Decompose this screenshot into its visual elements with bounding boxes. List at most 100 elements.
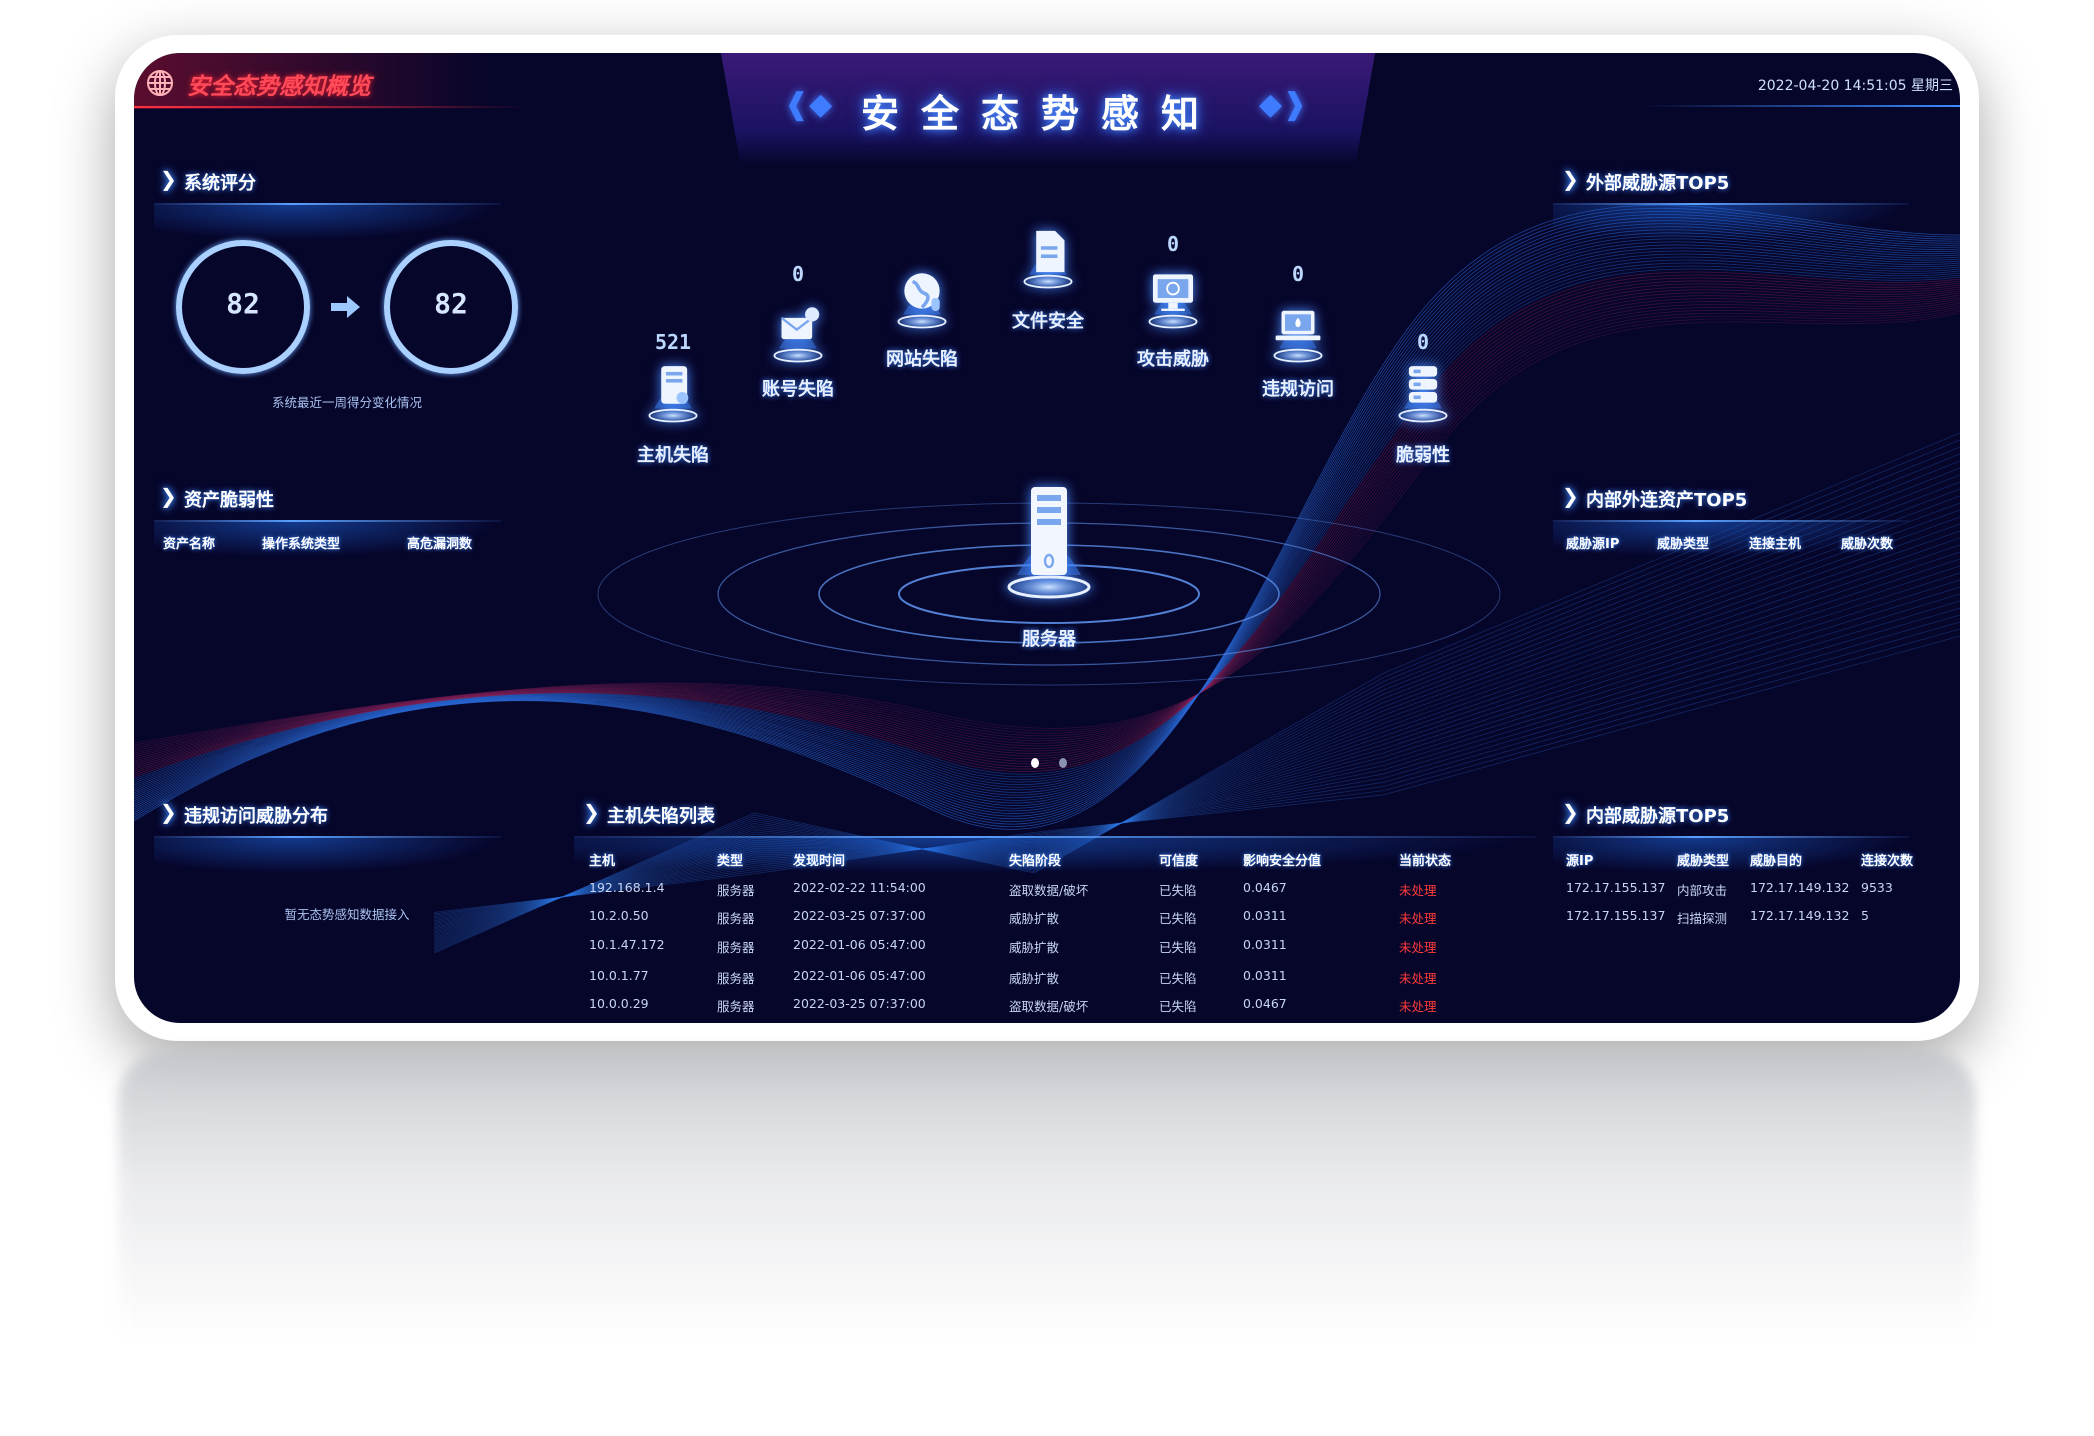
node-label-attack[interactable]: 攻击威胁 <box>1137 349 1209 370</box>
host-list-cell[interactable]: 已失陷 <box>1159 940 1197 955</box>
node-label-website[interactable]: 网站失陷 <box>886 349 958 370</box>
internal-threat-cell[interactable]: 9533 <box>1861 880 1893 895</box>
score-after-ring <box>384 240 518 374</box>
outbound-header: 连接主机 <box>1749 537 1802 552</box>
server-label[interactable]: 服务器 <box>1022 629 1076 650</box>
host-list-cell[interactable]: 2022-01-06 05:47:00 <box>793 968 926 983</box>
node-label-account[interactable]: 账号失陷 <box>762 379 834 400</box>
carousel-dot-1[interactable] <box>1031 758 1039 768</box>
node-label-vuln[interactable]: 脆弱性 <box>1396 445 1450 466</box>
internal-threat-header: 连接次数 <box>1861 854 1914 869</box>
section-title-violation: 违规访问威胁分布 <box>184 806 328 827</box>
node-count-account: 0 <box>791 262 805 286</box>
wave-line <box>134 292 1960 764</box>
laptop-icon[interactable] <box>1263 299 1333 369</box>
host-list-cell[interactable]: 已失陷 <box>1159 971 1197 986</box>
host-list-cell[interactable]: 2022-03-25 07:37:00 <box>793 908 926 923</box>
host-list-cell[interactable]: 服务器 <box>717 911 755 926</box>
host-list-cell[interactable]: 10.2.0.50 <box>589 908 649 923</box>
internal-threat-cell[interactable]: 5 <box>1861 908 1869 923</box>
host-list-cell[interactable]: 盗取数据/破坏 <box>1009 999 1089 1014</box>
section-divider <box>1553 520 1909 522</box>
host-list-cell[interactable]: 已失陷 <box>1159 883 1197 898</box>
wave-line <box>134 304 1960 752</box>
host-list-cell[interactable]: 0.0467 <box>1243 880 1287 895</box>
node-label-host[interactable]: 主机失陷 <box>637 445 709 466</box>
internal-threat-cell[interactable]: 172.17.155.137 <box>1566 880 1666 895</box>
mail-alert-icon[interactable] <box>763 299 833 369</box>
host-list-cell[interactable]: 威胁扩散 <box>1009 971 1060 986</box>
host-list-cell[interactable]: 192.168.1.4 <box>589 880 665 895</box>
host-list-cell[interactable]: 已失陷 <box>1159 911 1197 926</box>
chevron-right-icon: ❯ <box>1562 167 1579 191</box>
chevron-right-icon: ❯ <box>583 800 600 824</box>
wave-line <box>134 286 1960 768</box>
section-divider <box>154 836 501 838</box>
internal-threat-cell[interactable]: 172.17.155.137 <box>1566 908 1666 923</box>
host-list-cell[interactable]: 威胁扩散 <box>1009 940 1060 955</box>
server-alert-icon[interactable] <box>638 359 708 429</box>
host-list-cell[interactable]: 已失陷 <box>1159 999 1197 1014</box>
database-icon[interactable] <box>1388 359 1458 429</box>
globe-alert-icon[interactable] <box>887 265 957 335</box>
section-title-external-threat: 外部威胁源TOP5 <box>1586 173 1730 194</box>
section-title-asset-vuln: 资产脆弱性 <box>184 490 274 511</box>
violation-empty-text: 暂无态势感知数据接入 <box>284 907 410 922</box>
section-title-host-list: 主机失陷列表 <box>607 806 715 827</box>
internal-threat-cell[interactable]: 扫描探测 <box>1677 911 1728 926</box>
host-list-cell[interactable]: 未处理 <box>1399 971 1437 986</box>
node-label-file[interactable]: 文件安全 <box>1012 311 1084 332</box>
left-deco-icon: ❰◆ <box>784 87 833 122</box>
host-list-cell[interactable]: 服务器 <box>717 883 755 898</box>
internal-threat-cell[interactable]: 172.17.149.132 <box>1750 908 1850 923</box>
section-glow <box>1553 205 1909 241</box>
host-list-header: 可信度 <box>1159 854 1199 869</box>
section-divider <box>1553 203 1909 205</box>
section-glow <box>1553 838 1909 874</box>
host-list-cell[interactable]: 盗取数据/破坏 <box>1009 883 1089 898</box>
host-list-cell[interactable]: 0.0311 <box>1243 968 1287 983</box>
wave-line <box>134 312 1960 744</box>
header-band <box>721 53 1375 166</box>
host-list-cell[interactable]: 10.0.0.29 <box>589 996 649 1011</box>
host-list-cell[interactable]: 未处理 <box>1399 911 1437 926</box>
host-list-header: 影响安全分值 <box>1243 854 1322 869</box>
host-list-cell[interactable]: 0.0467 <box>1243 996 1287 1011</box>
section-divider <box>574 836 1536 838</box>
chevron-right-icon: ❯ <box>1562 484 1579 508</box>
wave-line <box>134 283 1960 770</box>
section-glow <box>1553 522 1909 558</box>
server-tower-icon[interactable] <box>997 487 1101 607</box>
host-list-cell[interactable]: 威胁扩散 <box>1009 911 1060 926</box>
node-count-vuln: 0 <box>1416 330 1430 354</box>
document-icon[interactable] <box>1013 225 1083 295</box>
outbound-header: 威胁类型 <box>1657 537 1710 552</box>
monitor-threat-icon[interactable] <box>1138 265 1208 335</box>
host-list-cell[interactable]: 10.0.1.77 <box>589 968 649 983</box>
host-list-cell[interactable]: 服务器 <box>717 940 755 955</box>
host-list-cell[interactable]: 未处理 <box>1399 940 1437 955</box>
chevron-right-icon: ❯ <box>160 484 177 508</box>
host-list-cell[interactable]: 服务器 <box>717 971 755 986</box>
host-list-cell[interactable]: 2022-03-25 07:37:00 <box>793 996 926 1011</box>
internal-threat-cell[interactable]: 内部攻击 <box>1677 883 1728 898</box>
host-list-cell[interactable]: 未处理 <box>1399 883 1437 898</box>
host-list-header: 当前状态 <box>1399 854 1452 869</box>
host-list-cell[interactable]: 未处理 <box>1399 999 1437 1014</box>
host-list-cell[interactable]: 0.0311 <box>1243 908 1287 923</box>
section-glow <box>574 838 1536 874</box>
host-list-cell[interactable]: 2022-01-06 05:47:00 <box>793 937 926 952</box>
host-list-cell[interactable]: 10.1.47.172 <box>589 937 665 952</box>
wave-line <box>134 256 1960 788</box>
section-divider <box>154 520 501 522</box>
internal-threat-cell[interactable]: 172.17.149.132 <box>1750 880 1850 895</box>
asset-vuln-header: 操作系统类型 <box>262 537 341 552</box>
host-list-cell[interactable]: 服务器 <box>717 999 755 1014</box>
host-list-cell[interactable]: 2022-02-22 11:54:00 <box>793 880 926 895</box>
node-label-violation[interactable]: 违规访问 <box>1262 379 1334 400</box>
host-list-cell[interactable]: 0.0311 <box>1243 937 1287 952</box>
wave-line <box>134 298 1960 758</box>
title-underline <box>134 106 534 108</box>
carousel-dot-2[interactable] <box>1059 758 1067 768</box>
chevron-right-icon: ❯ <box>160 167 177 191</box>
